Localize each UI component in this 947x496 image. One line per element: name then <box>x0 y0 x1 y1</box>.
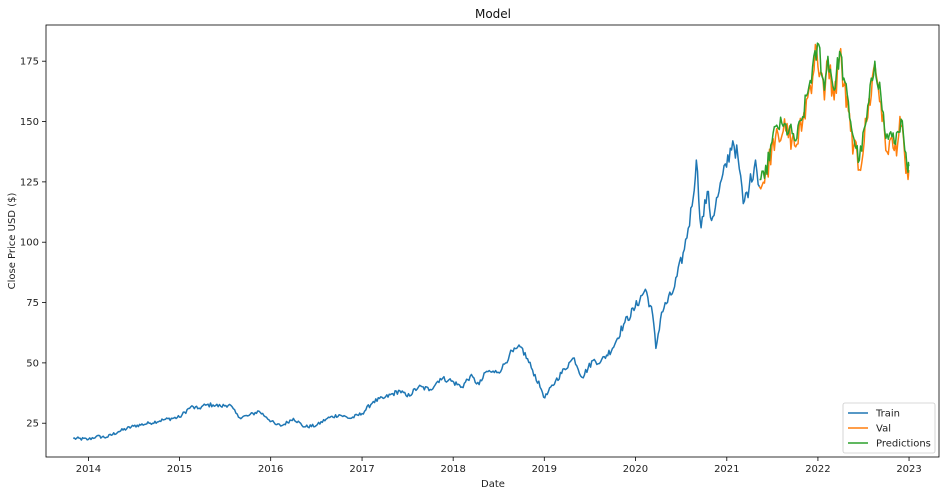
x-tick-label: 2022 <box>805 464 830 475</box>
legend: Train Val Predictions <box>842 402 936 454</box>
x-tick-label: 2018 <box>440 464 465 475</box>
x-axis: 2014 2015 2016 2017 2018 2019 2020 2021 2022 2023 <box>76 457 922 475</box>
y-tick-label: 25 <box>26 419 39 430</box>
legend-label-val: Val <box>876 424 891 435</box>
x-tick-label: 2016 <box>258 464 283 475</box>
y-tick-label: 100 <box>20 238 39 249</box>
y-axis: 25 50 75 100 125 150 175 <box>20 57 46 430</box>
x-tick-label: 2014 <box>76 464 101 475</box>
y-tick-label: 75 <box>26 298 39 309</box>
series-line-train <box>72 140 761 441</box>
series-line-predictions <box>759 42 910 181</box>
chart-title: Model <box>475 7 511 21</box>
x-axis-label: Date <box>481 479 505 490</box>
y-axis-label: Close Price USD ($) <box>7 193 18 290</box>
legend-box <box>842 402 936 454</box>
series-line-val <box>758 43 910 190</box>
plot-frame <box>45 24 940 458</box>
y-tick-label: 175 <box>20 57 39 68</box>
x-tick-label: 2021 <box>714 464 739 475</box>
legend-label-predictions: Predictions <box>876 439 931 450</box>
series-lines <box>72 42 910 441</box>
y-tick-label: 150 <box>20 117 39 128</box>
x-tick-label: 2023 <box>896 464 921 475</box>
y-tick-label: 50 <box>26 358 39 369</box>
x-tick-label: 2019 <box>532 464 557 475</box>
x-tick-label: 2020 <box>623 464 648 475</box>
legend-label-train: Train <box>875 409 900 420</box>
x-tick-label: 2017 <box>349 464 374 475</box>
x-tick-label: 2015 <box>167 464 192 475</box>
y-tick-label: 125 <box>20 177 39 188</box>
